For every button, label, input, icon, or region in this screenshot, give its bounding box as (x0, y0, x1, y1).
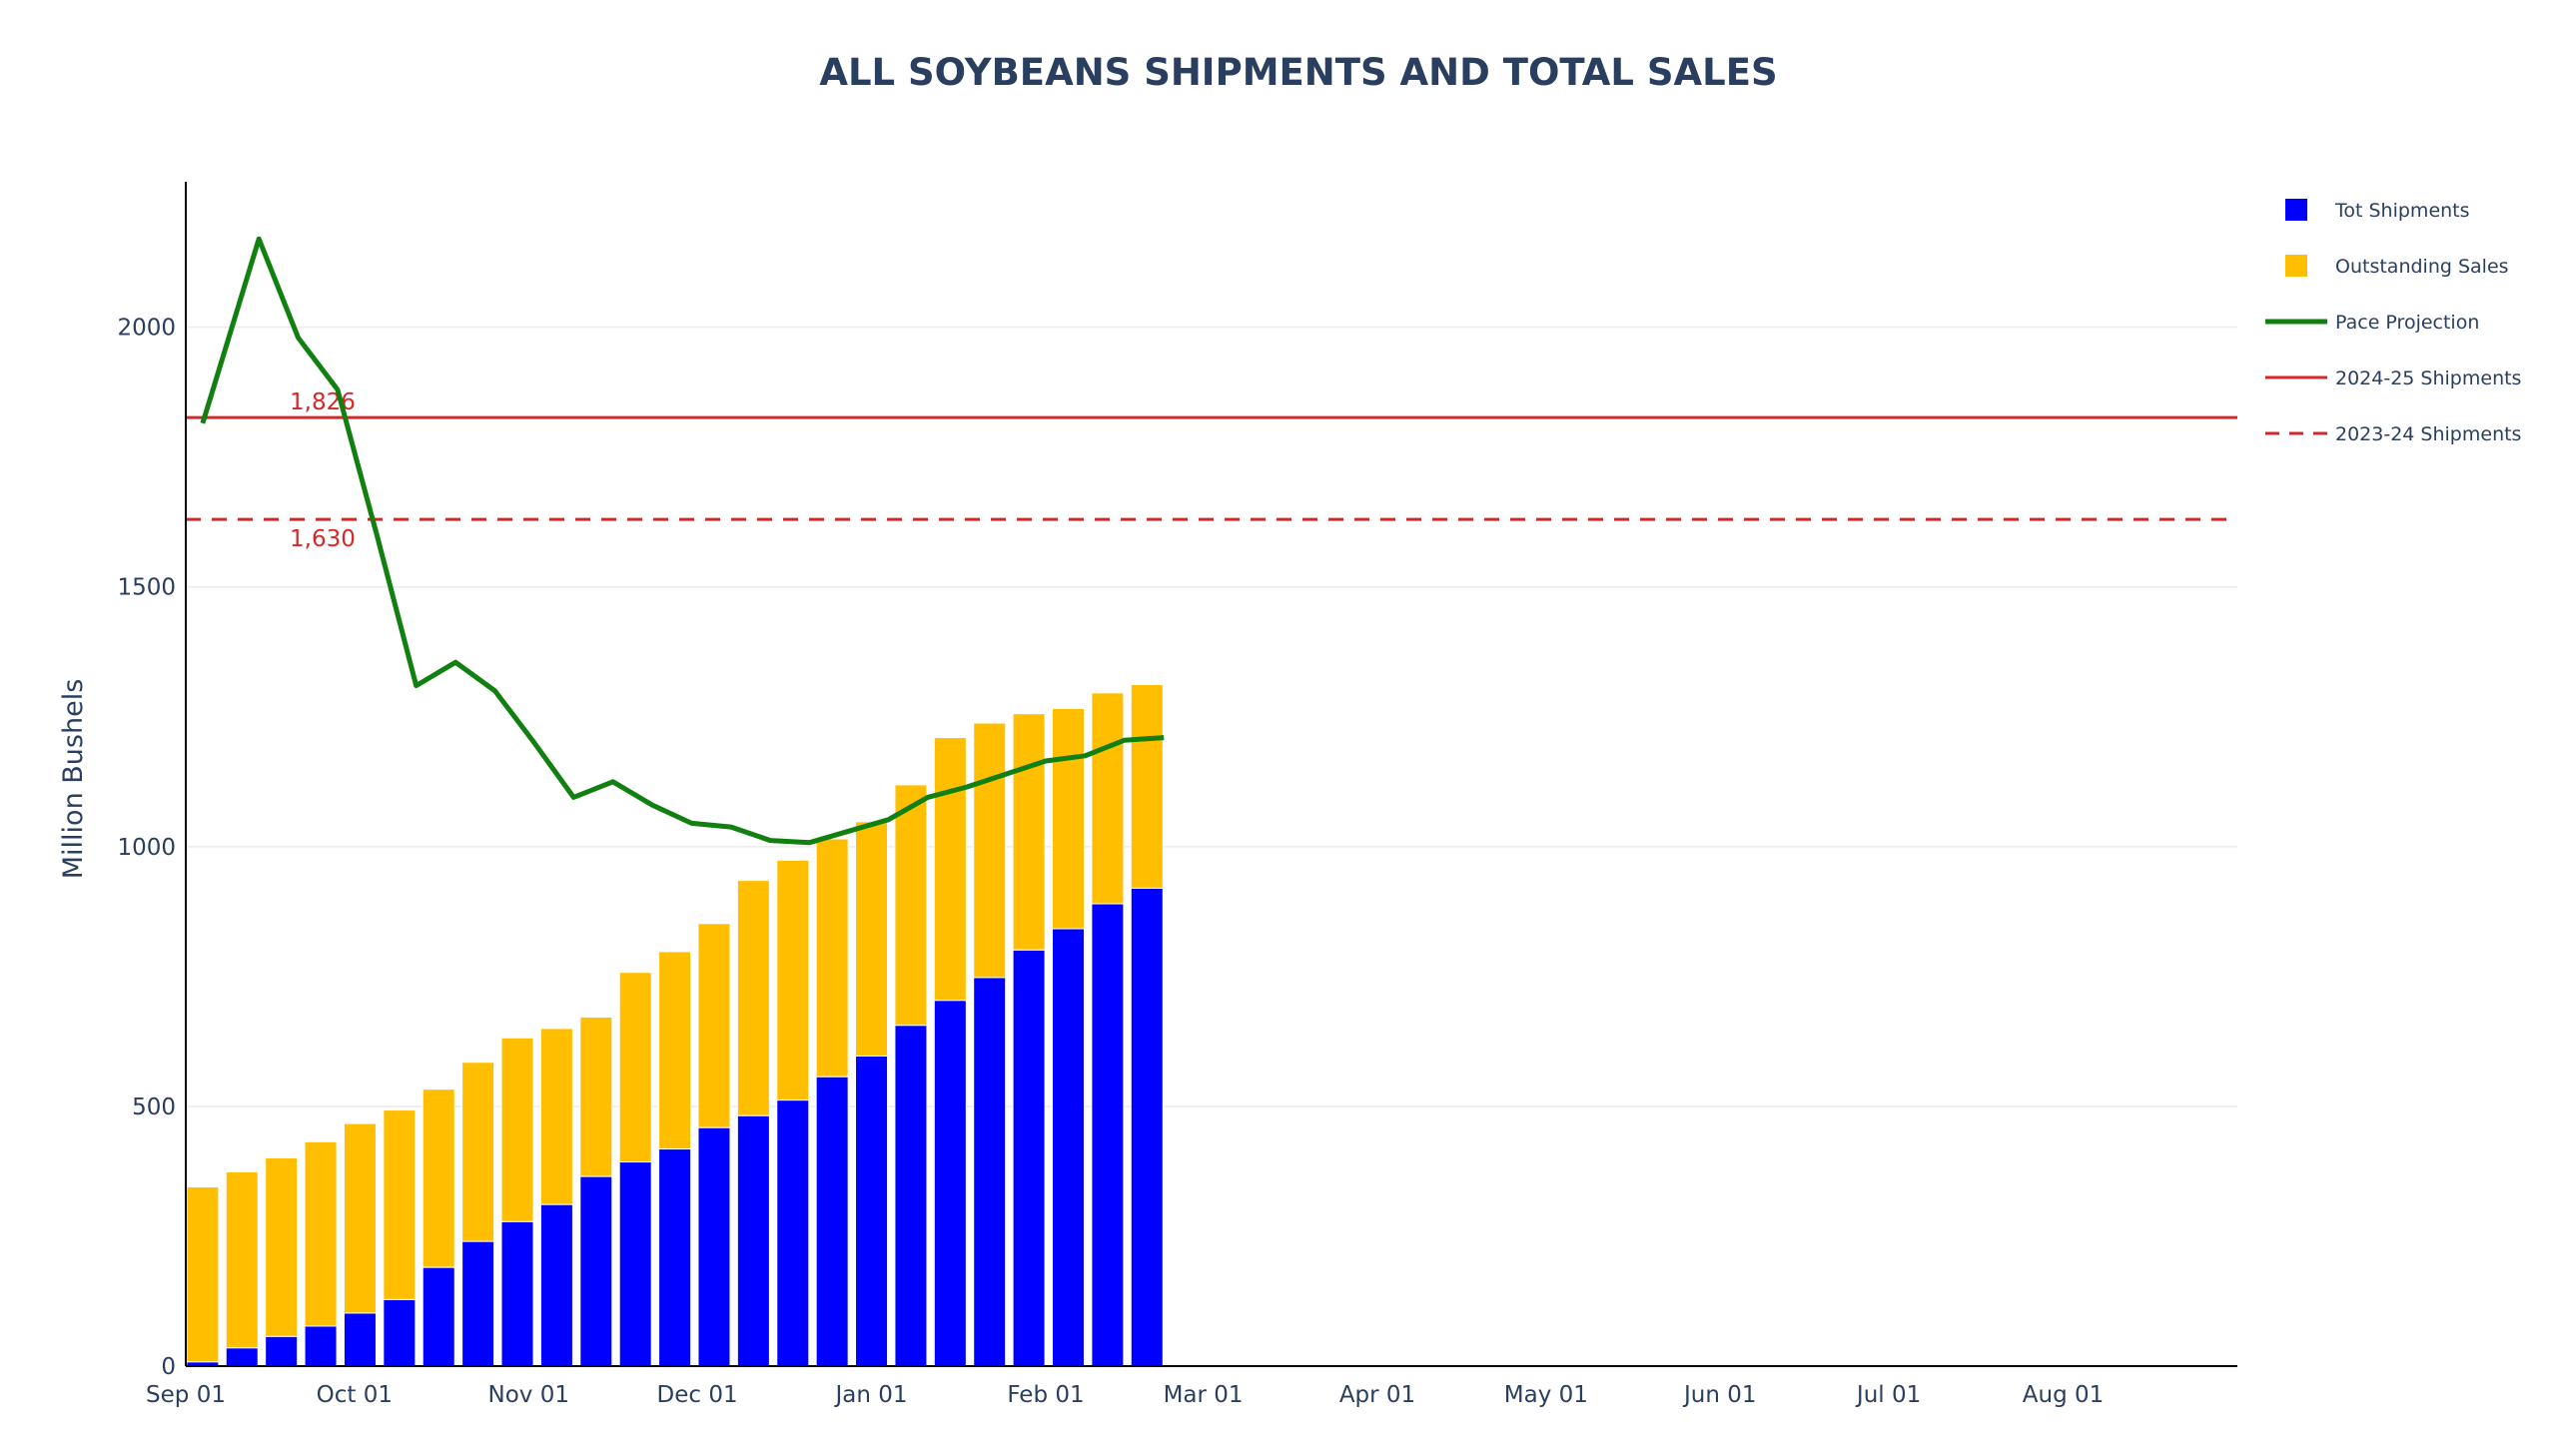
x-tick-label: Aug 01 (2023, 1382, 2105, 1408)
shipments-bar (461, 1240, 495, 1367)
y-tick-label: 0 (161, 1354, 176, 1380)
outstanding-sales-bar (776, 859, 810, 1101)
outstanding-sales-bar (973, 722, 1007, 979)
outstanding-sales-bar (1052, 707, 1086, 930)
outstanding-sales-bar (343, 1122, 377, 1314)
legend-swatch (2285, 255, 2307, 277)
outstanding-sales-bar (1130, 684, 1164, 889)
x-tick-label: Nov 01 (488, 1382, 569, 1408)
shipments-bar (422, 1266, 455, 1367)
legend-label: Tot Shipments (2334, 200, 2470, 222)
outstanding-sales-bar (422, 1089, 455, 1268)
x-tick-label: Oct 01 (317, 1382, 393, 1408)
shipments-bar (894, 1025, 928, 1367)
x-tick-label: May 01 (1504, 1382, 1588, 1408)
outstanding-sales-bar (618, 972, 652, 1163)
x-axis-ticks: Sep 01 Oct 01 Nov 01 Dec 01 Jan 01 Feb 01 Mar … (146, 1382, 2104, 1408)
outstanding-sales-bar (815, 838, 849, 1078)
shipments-bar (1012, 949, 1046, 1367)
y-tick-label: 1500 (117, 575, 176, 601)
shipments-bar (658, 1148, 692, 1367)
shipments-bar (855, 1055, 889, 1367)
outstanding-sales-bar (579, 1016, 613, 1177)
outstanding-sales-bar (855, 821, 889, 1057)
legend-label: Outstanding Sales (2335, 256, 2509, 278)
outstanding-sales-bar (933, 737, 967, 1002)
outstanding-sales-bar (697, 923, 731, 1128)
shipments-bar (618, 1161, 652, 1367)
shipments-bar (776, 1099, 810, 1367)
outstanding-sales-bar (658, 951, 692, 1150)
outstanding-sales-bar (894, 784, 928, 1027)
shipments-bar (304, 1325, 338, 1367)
outstanding-sales-bar (186, 1186, 220, 1363)
legend-item[interactable]: Pace Projection (2265, 312, 2479, 334)
y-axis-title: Million Bushels (58, 679, 89, 880)
shipments-bar (579, 1175, 613, 1367)
y-tick-label: 1000 (117, 835, 176, 861)
x-tick-label: Mar 01 (1164, 1382, 1244, 1408)
legend-item[interactable]: Tot Shipments (2285, 199, 2470, 222)
outstanding-sales-bar (225, 1170, 259, 1349)
outstanding-sales-bar (383, 1109, 417, 1300)
shipments-bar (500, 1220, 534, 1367)
pace-projection (200, 236, 1165, 846)
shipments-bar (736, 1114, 770, 1367)
shipments-bar (933, 1000, 967, 1367)
legend-item[interactable]: 2023-24 Shipments (2265, 423, 2521, 445)
axes (185, 182, 2237, 1367)
outstanding-sales-bar (736, 880, 770, 1116)
x-tick-label: Dec 01 (657, 1382, 738, 1408)
shipments-bar (265, 1335, 299, 1367)
x-tick-label: Sep 01 (146, 1382, 226, 1408)
shipments-bar (697, 1126, 731, 1367)
x-tick-label: Apr 01 (1339, 1382, 1415, 1408)
shipments-bar (1130, 887, 1164, 1367)
legend-swatch (2285, 199, 2307, 221)
shipments-bar (1091, 903, 1125, 1367)
pace-projection-line (200, 236, 1165, 846)
legend-label: 2023-24 Shipments (2335, 423, 2521, 445)
outstanding-sales-bar (265, 1156, 299, 1337)
legend-label: 2024-25 Shipments (2335, 367, 2521, 389)
shipments-bar (539, 1203, 573, 1367)
outstanding-sales-bar (461, 1062, 495, 1242)
outstanding-sales-bar (539, 1028, 573, 1205)
shipments-bar (815, 1076, 849, 1367)
y-axis-ticks: 0 500 1000 1500 2000 (117, 316, 176, 1380)
outstanding-sales-bar (1012, 713, 1046, 951)
shipments-bar (343, 1312, 377, 1367)
x-tick-label: Feb 01 (1007, 1382, 1084, 1408)
chart-title: ALL SOYBEANS SHIPMENTS AND TOTAL SALES (819, 51, 1777, 94)
x-tick-label: Jul 01 (1855, 1382, 1921, 1408)
bars (186, 684, 1164, 1367)
shipments-bar (225, 1347, 259, 1367)
shipments-bar (1052, 928, 1086, 1367)
outstanding-sales-bar (500, 1037, 534, 1222)
legend-item[interactable]: 2024-25 Shipments (2265, 367, 2521, 389)
grid-lines (186, 326, 2237, 1107)
shipments-bar (973, 977, 1007, 1367)
legend-label: Pace Projection (2335, 312, 2479, 334)
shipments-bar (383, 1298, 417, 1367)
x-tick-label: Jan 01 (834, 1382, 908, 1408)
outstanding-sales-bar (1091, 692, 1125, 905)
legend-item[interactable]: Outstanding Sales (2285, 255, 2509, 278)
outstanding-sales-bar (304, 1140, 338, 1327)
legend[interactable]: Tot Shipments Outstanding Sales Pace Proje… (2265, 199, 2521, 445)
y-tick-label: 500 (132, 1094, 176, 1120)
y-tick-label: 2000 (117, 316, 176, 342)
x-tick-label: Jun 01 (1682, 1382, 1757, 1408)
reference-label-2: 1,630 (290, 526, 356, 552)
